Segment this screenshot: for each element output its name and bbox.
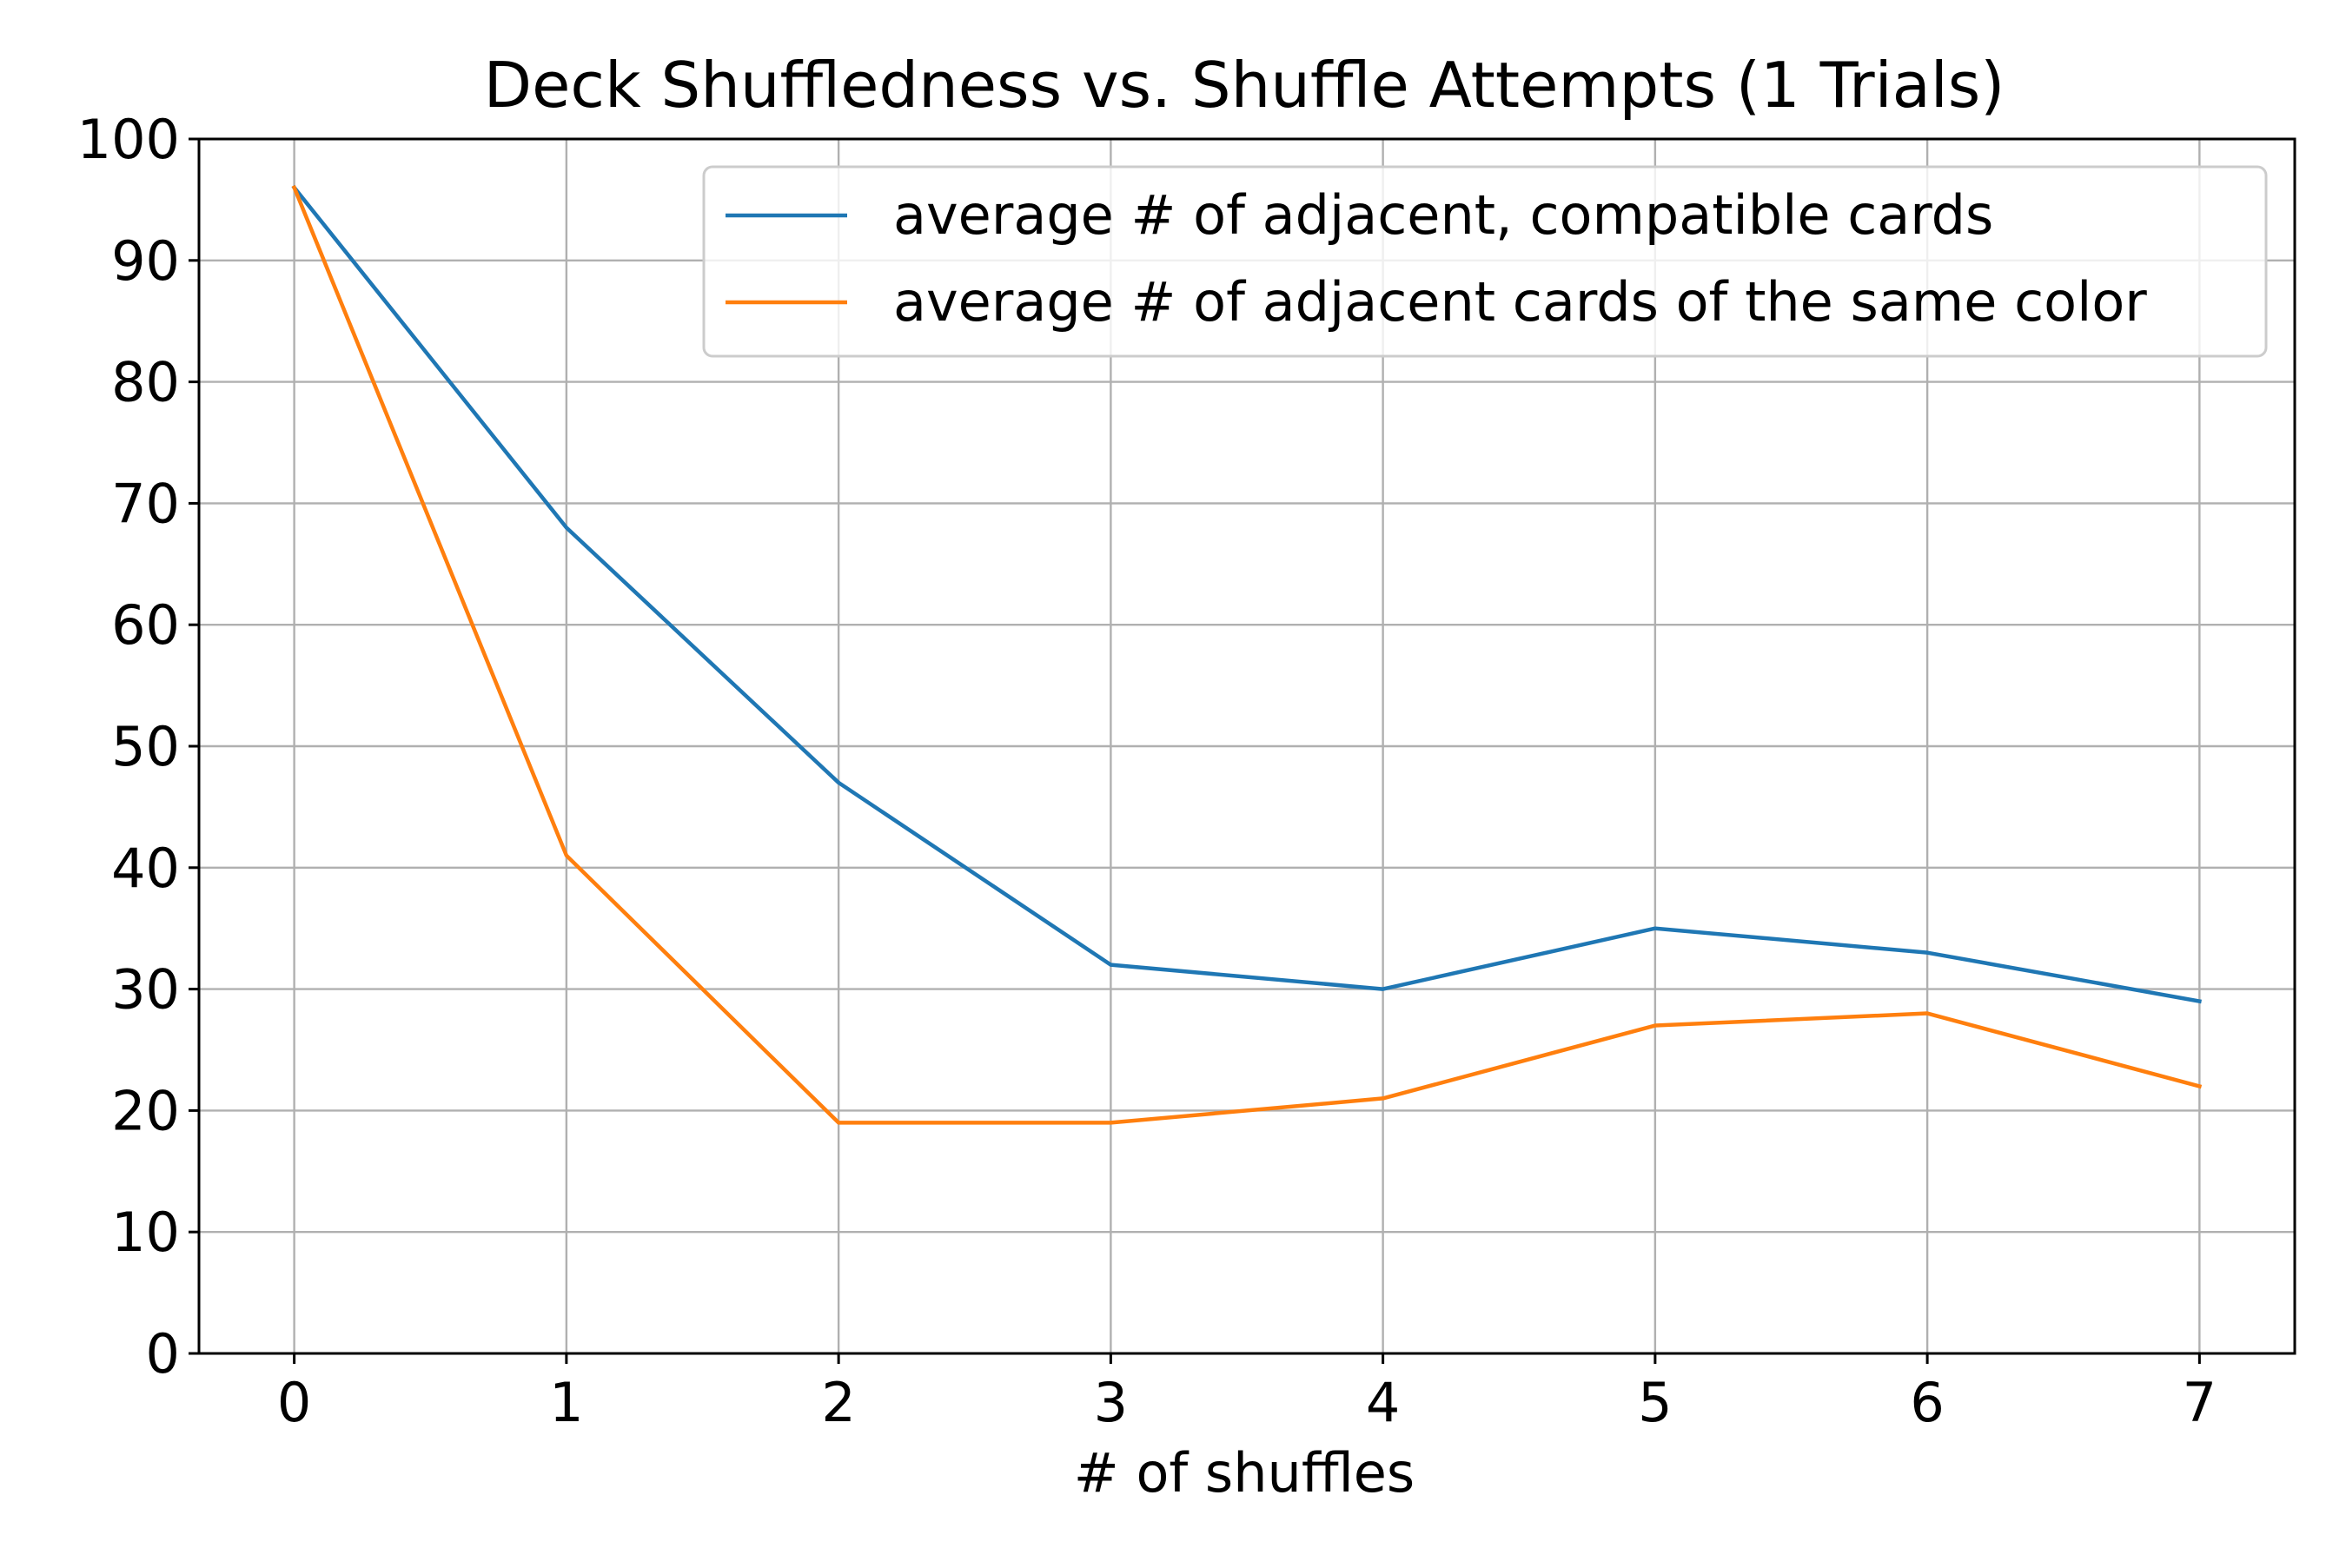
- y-tick-label: 30: [111, 958, 180, 1022]
- chart-title: Deck Shuffledness vs. Shuffle Attempts (…: [484, 49, 2005, 122]
- y-tick-label: 80: [111, 351, 180, 414]
- legend: average # of adjacent, compatible cards …: [704, 167, 2266, 356]
- y-tick-label: 90: [111, 229, 180, 293]
- x-tick-label: 1: [549, 1371, 583, 1434]
- y-tick-label: 20: [111, 1079, 180, 1142]
- y-tick-label: 100: [77, 108, 180, 171]
- y-tick-label: 70: [111, 472, 180, 535]
- x-tick-label: 4: [1366, 1371, 1400, 1434]
- y-tick-label: 10: [111, 1201, 180, 1264]
- legend-label-same-color: average # of adjacent cards of the same …: [893, 270, 2147, 334]
- y-tick-label: 0: [146, 1322, 180, 1386]
- x-axis-label: # of shuffles: [1074, 1441, 1415, 1505]
- x-tick-label: 5: [1638, 1371, 1672, 1434]
- y-tick-label: 60: [111, 593, 180, 657]
- y-tick-label: 50: [111, 715, 180, 778]
- y-tick-label: 40: [111, 837, 180, 900]
- x-tick-label: 7: [2183, 1371, 2217, 1434]
- x-tick-label: 3: [1094, 1371, 1128, 1434]
- x-tick-label: 6: [1910, 1371, 1944, 1434]
- x-tick-label: 0: [277, 1371, 311, 1434]
- x-tick-label: 2: [821, 1371, 855, 1434]
- legend-label-compatible: average # of adjacent, compatible cards: [893, 183, 1993, 247]
